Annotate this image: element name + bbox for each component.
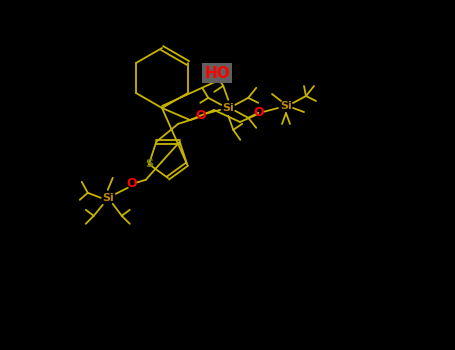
Text: HO: HO <box>204 65 230 80</box>
Text: S: S <box>145 159 153 169</box>
Text: O: O <box>195 109 206 122</box>
Text: Si: Si <box>222 103 234 113</box>
Text: O: O <box>254 106 264 119</box>
Text: Si: Si <box>102 193 114 203</box>
Text: O: O <box>126 177 137 190</box>
Text: Si: Si <box>280 101 292 111</box>
